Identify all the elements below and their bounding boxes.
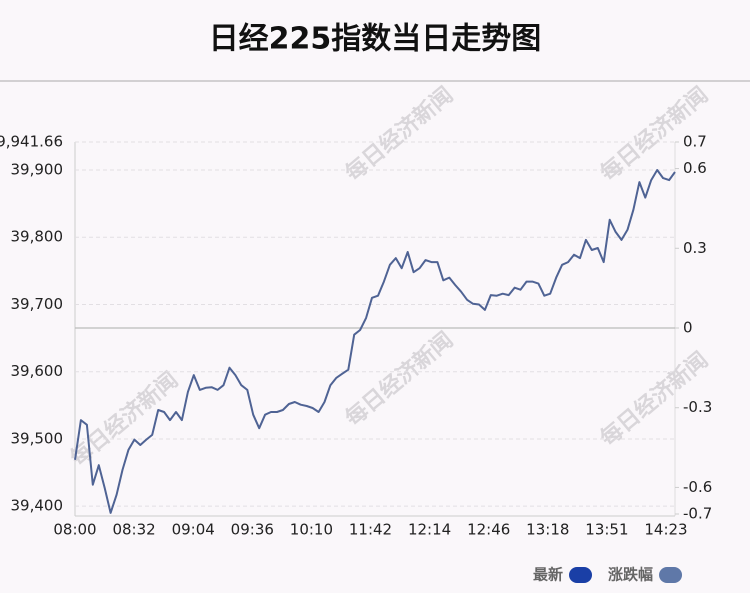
y-tick-label: 39,600 [11, 362, 64, 380]
x-tick-label: 09:04 [172, 521, 215, 539]
y-tick-label: 39,400 [11, 497, 64, 515]
y2-tick-label: 0 [683, 319, 693, 337]
y2-tick-label: -0.3 [683, 398, 712, 416]
legend-swatch [569, 567, 593, 583]
watermark: 每日经济新闻 [340, 327, 458, 432]
x-tick-label: 09:36 [231, 521, 274, 539]
y2-tick-label: 0.3 [683, 239, 707, 257]
x-tick-label: 12:14 [408, 521, 451, 539]
y2-tick-label: 0.6 [683, 159, 707, 177]
y-tick-label: 39,500 [11, 429, 64, 447]
y-tick-label: 39,700 [11, 295, 64, 313]
legend-label: 涨跌幅 [608, 566, 653, 584]
x-tick-label: 08:00 [53, 521, 96, 539]
legend-swatch [659, 567, 683, 583]
x-tick-label: 11:42 [349, 521, 392, 539]
x-tick-label: 13:18 [526, 521, 569, 539]
y-tick-label: 39,941.66 [0, 133, 63, 151]
x-tick-label: 13:51 [585, 521, 628, 539]
x-tick-label: 14:23 [644, 521, 687, 539]
legend-label: 最新 [533, 566, 563, 584]
price-line [74, 169, 676, 514]
watermark: 每日经济新闻 [65, 367, 183, 472]
watermark: 每日经济新闻 [340, 82, 458, 187]
y-tick-label: 39,800 [11, 228, 64, 246]
x-tick-label: 08:32 [112, 521, 155, 539]
x-tick-label: 10:10 [290, 521, 333, 539]
x-tick-label: 12:46 [467, 521, 510, 539]
y2-tick-label: 0.7 [683, 133, 707, 151]
y2-tick-label: -0.6 [683, 478, 712, 496]
y2-tick-label: -0.7 [683, 505, 712, 523]
y-tick-label: 39,900 [11, 161, 64, 179]
chart-title: 日经225指数当日走势图 [209, 22, 542, 57]
